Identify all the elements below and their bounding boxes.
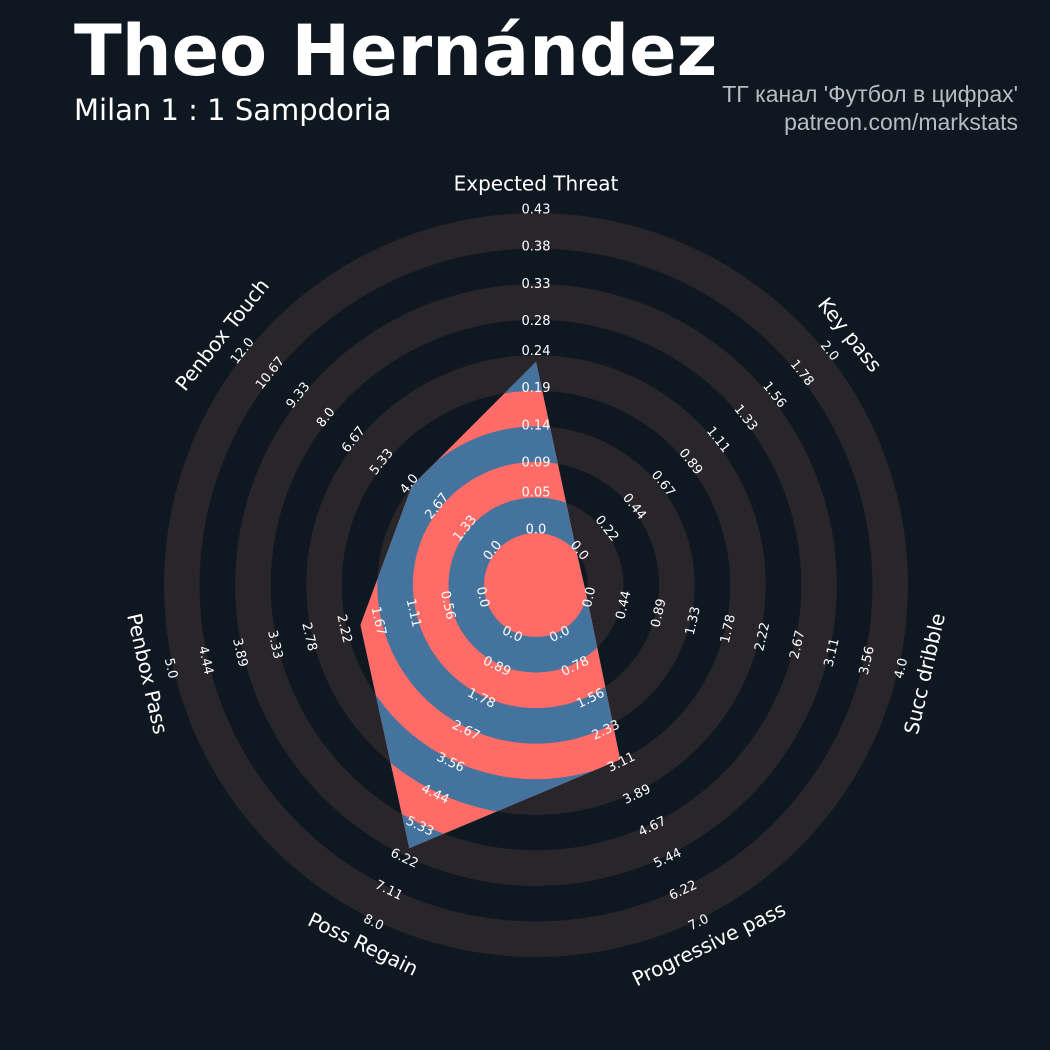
tick-label: 0.0	[473, 585, 492, 609]
tick-label: 0.14	[522, 418, 551, 433]
chart-subtitle: Milan 1 : 1 Sampdoria	[74, 93, 392, 127]
tick-label: 3.89	[229, 637, 250, 669]
tick-label: 0.44	[613, 589, 634, 621]
credit: patreon.com/markstats	[784, 109, 1018, 135]
tick-label: 4.0	[892, 657, 911, 681]
tick-label: 0.43	[522, 203, 551, 218]
axis-label: Expected Threat	[454, 172, 619, 196]
tick-label: 0.09	[522, 456, 551, 471]
tick-label: 0.38	[522, 240, 551, 255]
tick-label: 3.33	[264, 629, 285, 661]
tick-label: 0.56	[437, 589, 458, 621]
tick-label: 2.22	[333, 613, 354, 645]
tick-label: 0.0	[580, 585, 599, 609]
chart-title: Theo Hernández	[74, 10, 717, 92]
tick-label: 0.19	[522, 381, 551, 396]
tick-label: 3.11	[822, 637, 843, 669]
tick-label: 3.56	[857, 645, 878, 677]
tick-label: 4.44	[195, 645, 216, 677]
tick-label: 2.22	[752, 621, 773, 653]
tick-label: 0.33	[522, 277, 551, 292]
tick-label: 0.89	[649, 597, 670, 629]
tick-label: 1.33	[683, 605, 704, 637]
tick-label: 1.11	[403, 597, 424, 629]
tick-label: 0.0	[526, 523, 547, 538]
tick-label: 5.0	[161, 657, 180, 681]
tick-label: 2.67	[787, 629, 808, 661]
credit: ТГ канал 'Футбол в цифрах'	[722, 81, 1018, 107]
tick-label: 0.05	[522, 485, 551, 500]
tick-label: 1.78	[718, 613, 739, 645]
tick-label: 0.24	[522, 344, 551, 359]
tick-label: 1.67	[368, 605, 389, 637]
tick-label: 2.78	[298, 621, 319, 653]
band	[484, 533, 588, 637]
tick-label: 0.28	[522, 314, 551, 329]
